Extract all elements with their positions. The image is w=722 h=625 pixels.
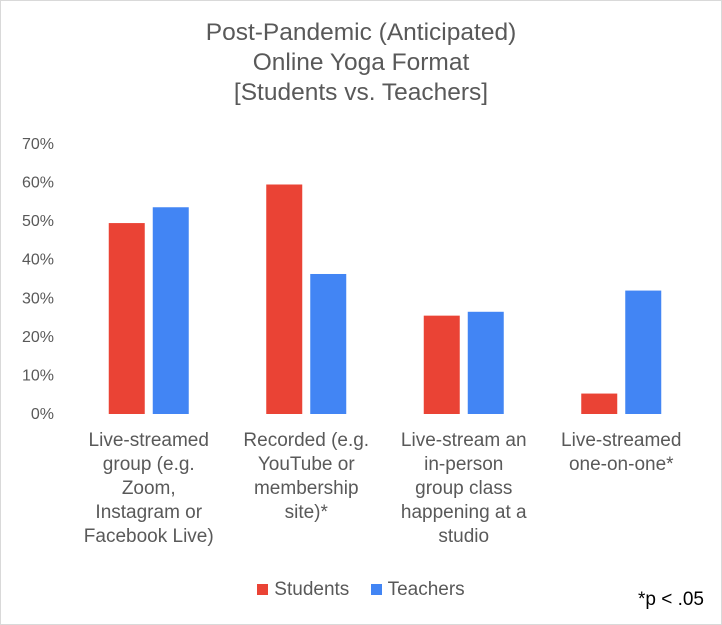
y-tick-label: 30% bbox=[22, 290, 54, 307]
x-category-label-line: Live-streamed bbox=[561, 430, 682, 451]
legend-item-teachers: Teachers bbox=[370, 579, 465, 601]
x-category-label-line: site)* bbox=[284, 502, 328, 523]
title-line-2: Online Yoga Format bbox=[252, 49, 470, 76]
chart-title: Post-Pandemic (Anticipated) Online Yoga … bbox=[0, 18, 722, 108]
legend: Students Teachers bbox=[0, 579, 722, 601]
bar-students-2 bbox=[423, 315, 460, 414]
x-category-label-line: Zoom, bbox=[121, 478, 176, 499]
y-tick-label: 0% bbox=[31, 406, 54, 423]
x-category-label-line: group class bbox=[415, 478, 513, 499]
y-tick-label: 50% bbox=[22, 213, 54, 230]
x-category-label: Live-streamed one-on-one* bbox=[541, 429, 701, 477]
legend-swatch-students bbox=[257, 584, 269, 595]
y-tick-label: 40% bbox=[22, 252, 54, 269]
legend-item-students: Students bbox=[257, 579, 349, 601]
footnote: *p < .05 bbox=[637, 589, 704, 610]
legend-label-teachers: Teachers bbox=[387, 579, 465, 600]
x-category-label-line: in-person bbox=[424, 454, 504, 475]
x-category-label: Recorded (e.g. YouTube or membership site)* bbox=[226, 429, 386, 525]
x-category-label-line: Instagram or bbox=[95, 502, 203, 523]
x-category-label-line: YouTube or bbox=[257, 454, 355, 475]
x-category-label-line: happening at a bbox=[400, 502, 527, 523]
y-tick-label: 10% bbox=[22, 367, 54, 384]
y-tick-label: 20% bbox=[22, 329, 54, 346]
x-category-label-line: Facebook Live) bbox=[83, 526, 214, 547]
x-category-label-line: Live-streamed bbox=[88, 430, 209, 451]
x-category-label-line: Recorded (e.g. bbox=[243, 430, 370, 451]
bar-teachers-1 bbox=[310, 273, 347, 414]
x-category-label-line: studio bbox=[438, 526, 490, 547]
bar-teachers-0 bbox=[152, 207, 189, 414]
bar-students-0 bbox=[108, 223, 145, 414]
x-category-label-line: one-on-one* bbox=[568, 454, 674, 475]
bar-students-1 bbox=[266, 184, 303, 414]
bar-teachers-3 bbox=[625, 290, 662, 414]
x-category-label-line: group (e.g. bbox=[102, 454, 195, 475]
title-line-1: Post-Pandemic (Anticipated) bbox=[205, 19, 517, 46]
legend-swatch-teachers bbox=[370, 584, 382, 595]
x-category-label-line: Live-stream an bbox=[400, 430, 527, 451]
title-line-3: [Students vs. Teachers] bbox=[233, 79, 489, 106]
x-category-label: Live-streamed group (e.g. Zoom, Instagram o… bbox=[69, 429, 229, 549]
x-category-label: Live-stream an in-person group class happen… bbox=[384, 429, 544, 549]
legend-label-students: Students bbox=[274, 579, 350, 600]
bar-students-3 bbox=[581, 393, 618, 414]
bar-teachers-2 bbox=[467, 311, 504, 414]
y-tick-label: 70% bbox=[22, 136, 54, 153]
x-category-label-line: membership bbox=[253, 478, 359, 499]
y-tick-label: 60% bbox=[22, 175, 54, 192]
